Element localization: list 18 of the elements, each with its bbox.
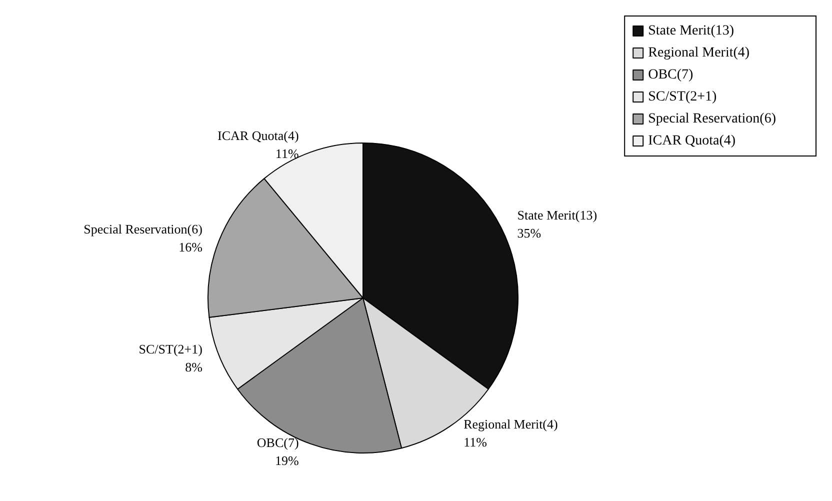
legend-label: Regional Merit(4): [648, 46, 750, 60]
legend-label: SC/ST(2+1): [648, 90, 718, 104]
legend-label: Special Reservation(6): [648, 112, 776, 126]
data-label: 16%: [178, 239, 203, 254]
slice-label: ICAR Quota(4): [218, 128, 299, 144]
legend-label: OBC(7): [648, 68, 694, 82]
data-label: 19%: [274, 452, 299, 468]
data-label: 8%: [185, 360, 203, 375]
slice-label: State Merit(13): [517, 208, 598, 222]
data-label: 11%: [275, 146, 299, 162]
slice-label: Special Reservation(6): [84, 221, 202, 236]
data-label: 11%: [464, 434, 488, 450]
slice-label: SC/ST(2+1): [138, 342, 202, 357]
slice-label: Regional Merit(4): [464, 416, 558, 432]
legend-label: State Merit(13): [648, 24, 734, 38]
slice-label: OBC(7): [256, 434, 299, 450]
legend-label: ICAR Quota(4): [648, 134, 736, 148]
data-label: 35%: [517, 226, 542, 240]
